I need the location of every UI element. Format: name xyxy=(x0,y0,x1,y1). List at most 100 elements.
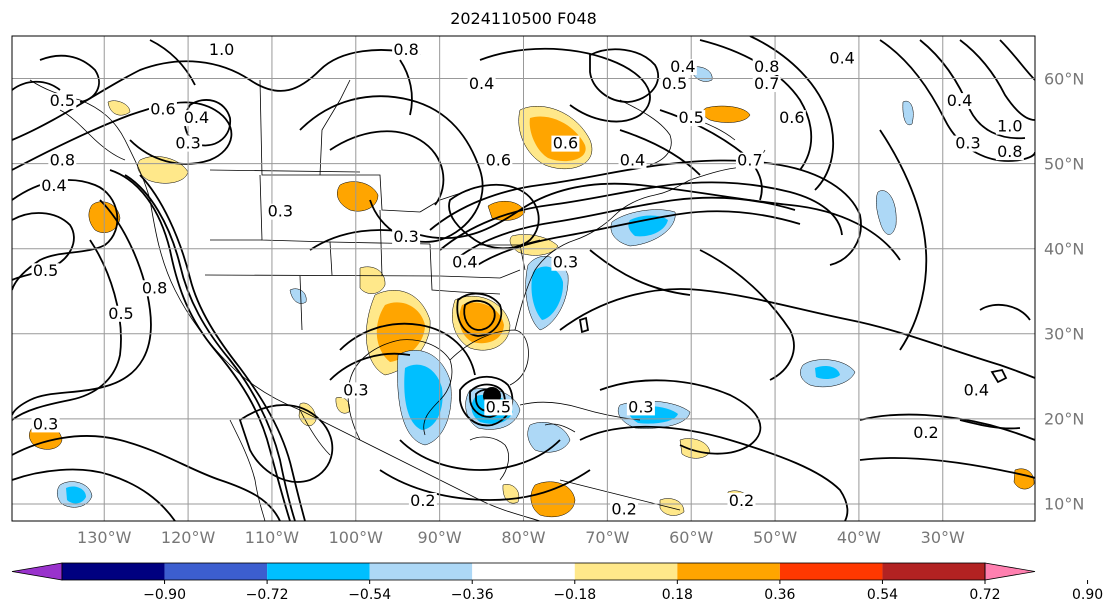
contour-label-bg xyxy=(266,203,295,220)
contour-line xyxy=(579,425,849,521)
contour-label-bg xyxy=(148,101,177,118)
colorbar-tick-label: −0.54 xyxy=(348,587,392,603)
colorbar-segment xyxy=(882,563,985,580)
contour-label-bg xyxy=(48,93,77,110)
contour-line xyxy=(879,129,928,351)
longitude-label: 100°W xyxy=(328,528,383,547)
contour-label-bg xyxy=(450,254,479,271)
coastline xyxy=(319,79,351,176)
colorbar-segment xyxy=(62,563,165,580)
contour-line xyxy=(399,59,413,116)
contour-line xyxy=(39,54,100,103)
contour-label-bg xyxy=(660,76,689,93)
shading-blob xyxy=(1013,468,1035,490)
contour-label: 0.4 xyxy=(620,151,645,170)
contour-label-bg xyxy=(551,135,580,152)
contour-line xyxy=(589,249,691,296)
coastline xyxy=(544,423,576,433)
contour-line xyxy=(12,199,152,416)
shading-blob xyxy=(107,100,131,116)
contour-label-bg xyxy=(31,263,60,280)
contour-label: 0.8 xyxy=(142,278,167,297)
shading-blob xyxy=(289,288,307,304)
contour-label: 0.3 xyxy=(553,253,578,272)
contour-label-bg xyxy=(467,76,496,93)
contour-line xyxy=(329,352,411,381)
coastline xyxy=(429,243,461,293)
colorbar-outline xyxy=(61,562,986,581)
shading-blob xyxy=(876,190,897,235)
colorbar-extend-low xyxy=(11,562,63,581)
contour-label: 0.2 xyxy=(611,499,636,518)
coastline xyxy=(259,79,421,213)
contour-label-bg xyxy=(668,59,697,76)
contour-label: 0.5 xyxy=(662,74,687,93)
contour-label-bg xyxy=(911,424,940,441)
colorbar-segment xyxy=(677,563,780,580)
coastline xyxy=(299,275,303,331)
contour-label-bg xyxy=(107,305,136,322)
contour-label-bg xyxy=(484,399,513,416)
contour-label: 1.0 xyxy=(209,40,234,59)
contour-label-bg xyxy=(341,382,370,399)
contour-line xyxy=(749,36,834,191)
contour-line xyxy=(12,212,75,281)
contour-label: 0.5 xyxy=(50,91,75,110)
colorbar-tick-label: −0.36 xyxy=(450,587,494,603)
contour-label-bg xyxy=(626,399,655,416)
longitude-label: 60°W xyxy=(669,528,714,547)
longitude-label: 30°W xyxy=(920,528,965,547)
shading-blob xyxy=(502,484,520,504)
contour-line xyxy=(619,129,701,176)
contour-label-bg xyxy=(551,254,580,271)
contour-label: 0.4 xyxy=(184,108,209,127)
contour-label-bg xyxy=(995,144,1024,161)
shading-blob xyxy=(335,397,350,414)
colorbar-tick-label: 0.36 xyxy=(764,587,796,603)
contour-line xyxy=(999,39,1035,81)
contour-label: 0.4 xyxy=(964,380,989,399)
contour-label-bg xyxy=(945,93,974,110)
contour-line xyxy=(439,181,843,251)
coastline xyxy=(59,109,126,161)
contour-line xyxy=(859,457,1035,479)
contour-line xyxy=(448,183,540,250)
shading-blob xyxy=(359,266,386,294)
coastline xyxy=(379,209,383,277)
contour-line xyxy=(124,174,296,521)
colorbar-tick-label: 0.18 xyxy=(661,587,693,603)
contour-line xyxy=(339,322,476,376)
contour-label-bg xyxy=(995,118,1024,135)
contour-line xyxy=(559,288,1035,379)
contour-line xyxy=(149,39,196,86)
coastline xyxy=(229,419,266,521)
contour-line xyxy=(12,468,176,521)
colorbar-segment xyxy=(574,563,678,580)
contour-label-bg xyxy=(207,42,236,59)
contour-label-bg xyxy=(182,110,211,127)
contour-label: 0.6 xyxy=(486,151,511,170)
colorbar-tick-label: 0.72 xyxy=(969,587,1001,603)
contour-label-bg xyxy=(953,135,982,152)
colorbar-segment xyxy=(369,563,473,580)
contour-label: 0.4 xyxy=(947,91,972,110)
contour-line xyxy=(399,439,561,471)
shading-blob xyxy=(66,486,86,504)
colorbar-segment xyxy=(779,563,883,580)
coastline xyxy=(209,169,361,173)
contour-line xyxy=(990,368,1008,384)
contour-line xyxy=(463,299,496,331)
contour-label-bg xyxy=(735,152,764,169)
contour-label-bg xyxy=(777,110,806,127)
contour-label: 0.4 xyxy=(469,74,494,93)
coastline xyxy=(204,274,441,277)
latitude-label: 60°N xyxy=(1044,69,1085,89)
shading-blob xyxy=(679,438,711,459)
longitude-label: 70°W xyxy=(585,528,630,547)
contour-label: 0.6 xyxy=(150,100,175,119)
shading-blob xyxy=(337,181,379,212)
coastline xyxy=(29,79,541,521)
contour-label-bg xyxy=(408,492,437,509)
colorbar xyxy=(11,562,1089,584)
contour-line xyxy=(12,435,281,521)
